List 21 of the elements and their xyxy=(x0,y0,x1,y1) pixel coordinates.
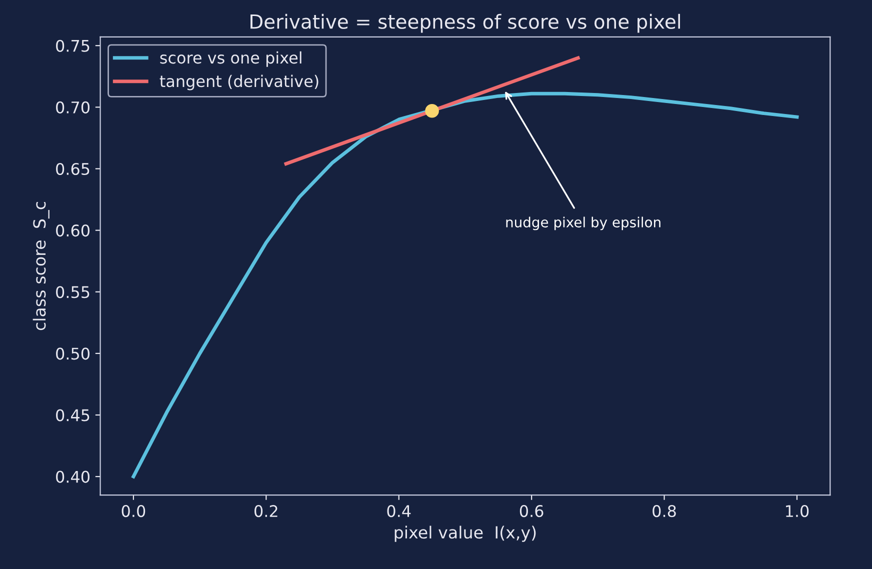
x-tick-label: 0.6 xyxy=(520,505,544,518)
x-tick-label: 0.0 xyxy=(122,505,146,518)
x-tick-label: 0.2 xyxy=(254,505,278,518)
line-series xyxy=(132,92,799,478)
y-tick-label: 0.40 xyxy=(56,470,90,483)
y-tick-label: 0.70 xyxy=(56,101,90,114)
y-axis-title: class score S_c xyxy=(32,202,50,330)
y-tick-label: 0.65 xyxy=(56,162,90,176)
x-tick-label: 0.4 xyxy=(387,505,411,518)
y-tick-label: 0.60 xyxy=(56,224,90,237)
y-tick-label: 0.50 xyxy=(56,348,90,360)
x-axis-title: pixel value I(x,y) xyxy=(394,526,536,542)
chart-title: Derivative = steepness of score vs one pixel xyxy=(250,14,680,33)
x-tick-label: 0.8 xyxy=(652,505,676,518)
legend-label: tangent (derivative) xyxy=(160,74,318,90)
annotation: nudge pixel by epsilon xyxy=(506,216,660,230)
y-tick-label: 0.55 xyxy=(56,286,90,298)
y-tick-label: 0.45 xyxy=(56,409,90,422)
legend-label: score vs one pixel xyxy=(160,51,302,67)
y-tick-label: 0.75 xyxy=(56,40,90,52)
x-tick-label: 1.0 xyxy=(786,505,809,518)
